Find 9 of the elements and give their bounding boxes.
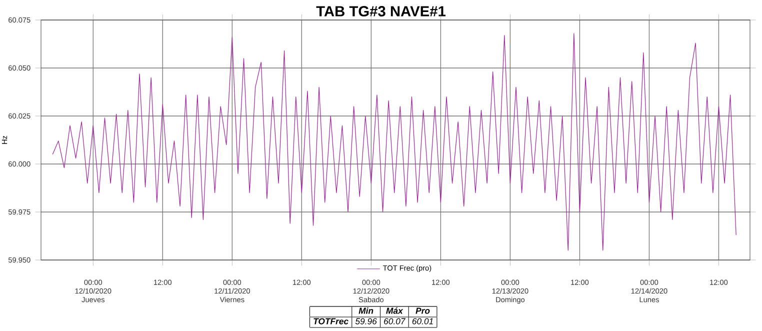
- text: TOTFrec: [314, 318, 348, 324]
- text: Min: [358, 307, 374, 314]
- text: 60.01: [412, 318, 433, 324]
- text: 59.96: [355, 318, 377, 324]
- chart-title: TAB TG#3 NAVE#1: [316, 6, 446, 16]
- text: Máx: [386, 307, 404, 314]
- text: Pro: [416, 308, 430, 314]
- text: 60.07: [384, 318, 406, 324]
- line-series: [52, 33, 736, 251]
